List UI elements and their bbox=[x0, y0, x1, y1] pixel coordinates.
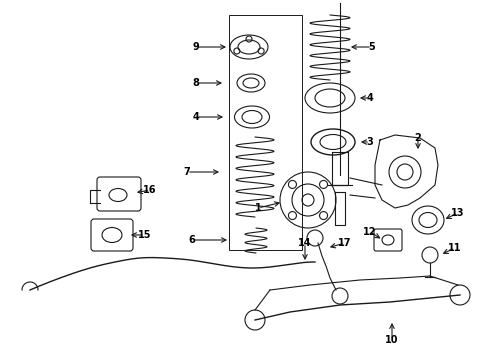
Text: 2: 2 bbox=[415, 133, 421, 143]
Text: 9: 9 bbox=[193, 42, 199, 52]
Text: 13: 13 bbox=[451, 208, 465, 218]
Bar bbox=[229, 15, 302, 250]
Text: 8: 8 bbox=[193, 78, 199, 88]
Text: 3: 3 bbox=[367, 137, 373, 147]
Text: 16: 16 bbox=[143, 185, 157, 195]
Text: 5: 5 bbox=[368, 42, 375, 52]
Text: 4: 4 bbox=[193, 112, 199, 122]
Text: 4: 4 bbox=[367, 93, 373, 103]
Text: 12: 12 bbox=[363, 227, 377, 237]
Text: 6: 6 bbox=[189, 235, 196, 245]
Text: 11: 11 bbox=[448, 243, 462, 253]
Text: 10: 10 bbox=[385, 335, 399, 345]
Text: 7: 7 bbox=[184, 167, 191, 177]
Text: 1: 1 bbox=[255, 203, 261, 213]
Text: 17: 17 bbox=[338, 238, 352, 248]
Text: 15: 15 bbox=[138, 230, 152, 240]
Text: 14: 14 bbox=[298, 238, 312, 248]
